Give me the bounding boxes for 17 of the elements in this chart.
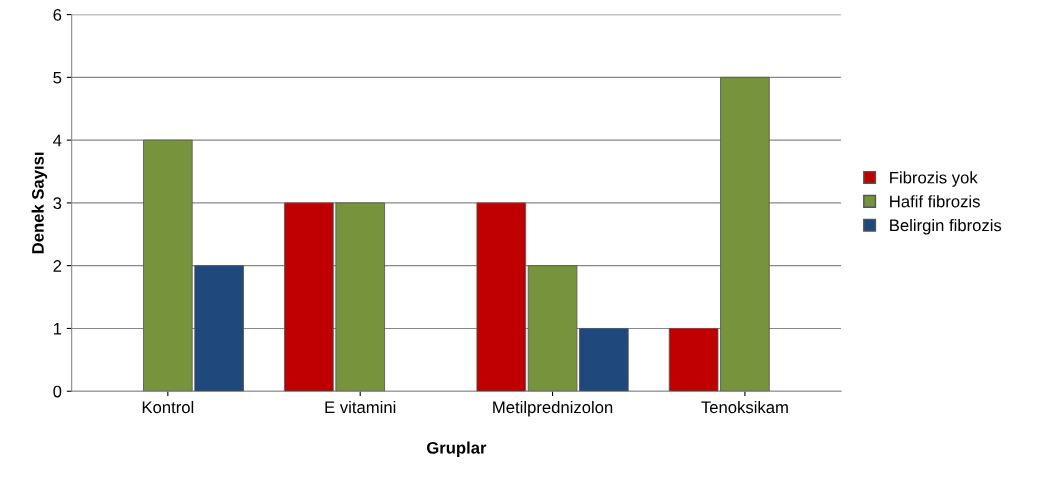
y-tick-label: 6 <box>53 8 62 21</box>
y-tick-label: 5 <box>53 71 62 84</box>
y-tick-label: 4 <box>53 134 62 147</box>
x-tick-label: Kontrol <box>142 400 194 414</box>
legend-label: Fibrozis yok <box>890 171 978 187</box>
x-axis-title: Gruplar <box>426 441 487 458</box>
bar <box>476 202 527 392</box>
y-tick-label: 3 <box>53 197 62 210</box>
x-tick-label: Metilprednizolon <box>493 400 613 417</box>
y-tick-label: 0 <box>53 385 62 398</box>
legend-label: Belirgin fibrozis <box>890 219 1002 235</box>
legend-label: Hafif fibrozis <box>890 195 980 208</box>
y-tick-label: 1 <box>53 323 62 335</box>
x-tick-label: Tenoksikam <box>701 400 788 414</box>
y-axis-title: Denek Sayısı <box>31 152 48 254</box>
y-tick-label: 2 <box>53 260 62 272</box>
x-tick-label: E vitamini <box>325 400 396 414</box>
